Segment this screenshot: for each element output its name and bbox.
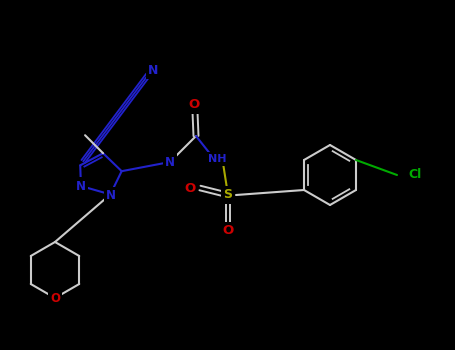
Text: O: O: [50, 292, 60, 304]
Text: N: N: [76, 180, 86, 193]
Text: O: O: [188, 98, 200, 112]
Text: O: O: [184, 182, 196, 195]
Text: N: N: [148, 63, 158, 77]
Text: Cl: Cl: [409, 168, 422, 182]
Text: S: S: [223, 189, 233, 202]
Text: NH: NH: [208, 154, 226, 164]
Text: N: N: [165, 155, 175, 168]
Text: O: O: [222, 224, 233, 238]
Text: N: N: [106, 189, 116, 202]
